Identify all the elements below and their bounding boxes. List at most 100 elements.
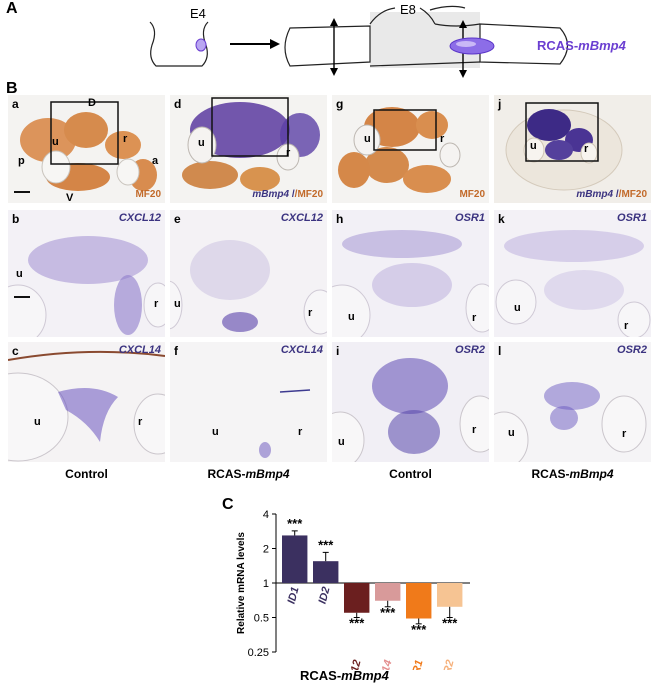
y-tick-label: 0.5 [254, 613, 269, 625]
tissue-section [170, 240, 327, 335]
tile-k: k OSR1 u r [494, 210, 651, 337]
tissue-section [182, 97, 320, 191]
tile-letter: j [498, 97, 502, 111]
label-r: r [138, 416, 143, 428]
y-axis-label: Relative mRNA levels [236, 532, 247, 634]
label-p: p [18, 155, 25, 167]
gene-label: CXCL12 [118, 212, 161, 224]
label-u: u [338, 436, 345, 448]
tile-l: l OSR2 u r [494, 342, 651, 462]
bar-id1 [282, 535, 308, 583]
construct-prefix: RCAS- [537, 38, 579, 53]
tissue-section [494, 382, 647, 462]
stain-separator: / [613, 189, 619, 200]
category-label-osr1: OSR1 [406, 659, 425, 670]
tile-i: i OSR2 u r [332, 342, 489, 462]
tissue-section [8, 236, 165, 337]
gene-name: mBmp4 [576, 189, 614, 200]
tile-d: d u r mBmp4 //MF20 [170, 95, 327, 203]
column-label-rcas-2: RCAS-mBmp4 [494, 467, 651, 481]
category-label-osr2: OSR2 [437, 659, 456, 670]
tile-f: f CXCL14 u r [170, 342, 327, 462]
xlabel-gene: mBmp4 [341, 668, 389, 683]
label-u: u [530, 140, 537, 152]
stain-label: MF20 [135, 189, 161, 200]
panel-b-label: B [6, 80, 18, 97]
label-r: r [584, 143, 589, 155]
gene-label: OSR2 [617, 344, 647, 356]
label-u: u [364, 133, 371, 145]
tile-letter: l [498, 344, 502, 358]
stain-label: mBmp4 //MF20 [252, 189, 323, 200]
label-u: u [508, 427, 515, 439]
y-tick-label: 2 [263, 544, 269, 556]
column-label-prefix: RCAS- [531, 467, 570, 481]
label-u: u [514, 302, 521, 314]
label-r: r [624, 320, 629, 332]
label-r: r [472, 424, 477, 436]
tile-letter: f [174, 344, 178, 358]
tissue-section [495, 230, 651, 337]
xlabel-prefix: RCAS- [300, 668, 342, 683]
category-label-cxcl12: CXCL12 [341, 659, 364, 670]
label-r: r [123, 133, 128, 145]
column-label-prefix: RCAS- [207, 467, 246, 481]
tile-c: c CXCL14 u r [8, 342, 165, 462]
tile-letter: e [174, 212, 181, 226]
stain-name: MF20 [297, 189, 323, 200]
category-label-cxcl14: CXCL14 [372, 659, 395, 670]
category-label-id1: ID1 [286, 586, 302, 606]
stain-separator: / [289, 189, 295, 200]
construct-label: RCAS-mBmp4 [537, 38, 626, 53]
label-v: V [66, 192, 74, 203]
label-r: r [472, 312, 477, 324]
y-tick-label: 0.25 [248, 647, 269, 659]
label-u: u [348, 311, 355, 323]
stain-label: MF20 [459, 189, 485, 200]
y-tick-label: 1 [263, 578, 269, 590]
label-r: r [286, 147, 291, 159]
gene-label: CXCL14 [280, 344, 323, 356]
tissue-section [505, 102, 623, 191]
significance-label: *** [380, 605, 396, 620]
tile-h: h OSR1 u r [332, 210, 489, 337]
significance-label: *** [287, 516, 303, 531]
tile-letter: i [336, 344, 340, 358]
chart-xlabel: RCAS-mBmp4 [300, 668, 389, 683]
tissue-section [332, 358, 489, 462]
tile-letter: d [174, 97, 182, 111]
column-label-gene: mBmp4 [569, 467, 614, 481]
tile-letter: b [12, 212, 20, 226]
label-a: a [152, 155, 159, 167]
label-d: D [88, 97, 96, 109]
gene-label: OSR1 [617, 212, 647, 224]
significance-label: *** [349, 616, 365, 631]
tissue-section [338, 107, 461, 193]
significance-label: *** [442, 616, 458, 631]
column-label-gene: mBmp4 [245, 467, 290, 481]
label-u: u [212, 426, 219, 438]
column-label-rcas-1: RCAS-mBmp4 [170, 467, 327, 481]
label-r: r [308, 307, 313, 319]
tile-letter: h [336, 212, 344, 226]
panel-a-label: A [6, 0, 18, 17]
panel-a-schematic [149, 5, 569, 78]
gene-label: CXCL12 [280, 212, 323, 224]
stage-e8-label: E8 [400, 2, 416, 17]
label-u: u [34, 416, 41, 428]
label-r: r [154, 298, 159, 310]
significance-label: *** [318, 537, 334, 552]
stage-e4-label: E4 [190, 6, 206, 21]
significance-label: *** [411, 622, 427, 637]
bar-cxcl14 [375, 583, 401, 601]
category-label-id2: ID2 [317, 586, 333, 606]
gene-label: OSR2 [455, 344, 485, 356]
gene-label: CXCL14 [118, 344, 161, 356]
tile-a: a D u r a p V MF20 [8, 95, 165, 203]
construct-gene: mBmp4 [578, 38, 626, 53]
label-r: r [440, 133, 445, 145]
tissue-section [14, 101, 157, 193]
bar-chart: 0.25 0.5 1 2 4 Relative mRNA levels *** ID1 *** I… [236, 509, 470, 670]
tile-letter: c [12, 344, 19, 358]
label-u: u [16, 268, 23, 280]
